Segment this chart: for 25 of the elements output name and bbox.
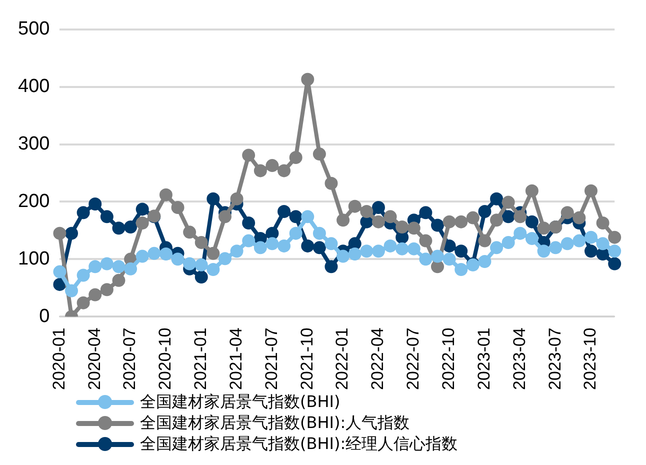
y-tick-label: 300 — [18, 134, 50, 155]
x-tick-label: 2020-10 — [156, 328, 175, 390]
x-tick-label: 2022-07 — [404, 328, 423, 390]
x-tick-label: 2021-07 — [262, 328, 281, 390]
y-tick-label: 0 — [39, 306, 50, 327]
x-tick-label: 2020-04 — [84, 328, 104, 390]
y-tick-label: 100 — [18, 248, 50, 270]
x-tick-label: 2021-10 — [297, 328, 316, 390]
x-tick-label: 2020-01 — [49, 328, 68, 390]
x-tick-label: 2023-01 — [474, 328, 494, 390]
x-tick-label: 2023-07 — [545, 328, 564, 390]
x-tick-label: 2022-01 — [332, 328, 352, 390]
x-tick-label: 2023-10 — [580, 328, 600, 390]
legend-label: 全国建材家居景气指数(BHI):经理人信心指数 — [140, 433, 458, 454]
y-tick-label: 500 — [18, 18, 50, 40]
x-tick-label: 2021-04 — [226, 328, 246, 390]
x-tick-label: 2023-04 — [510, 328, 529, 390]
x-tick-label: 2021-01 — [191, 328, 210, 390]
x-tick-label: 2020-07 — [120, 328, 140, 390]
y-tick-label: 200 — [18, 190, 50, 212]
y-tick-label: 400 — [18, 76, 50, 98]
legend-label: 全国建材家居景气指数(BHI) — [140, 391, 340, 412]
x-tick-label: 2022-04 — [368, 328, 388, 390]
legend-label: 全国建材家居景气指数(BHI):人气指数 — [140, 412, 410, 433]
x-tick-label: 2022-10 — [439, 328, 458, 390]
